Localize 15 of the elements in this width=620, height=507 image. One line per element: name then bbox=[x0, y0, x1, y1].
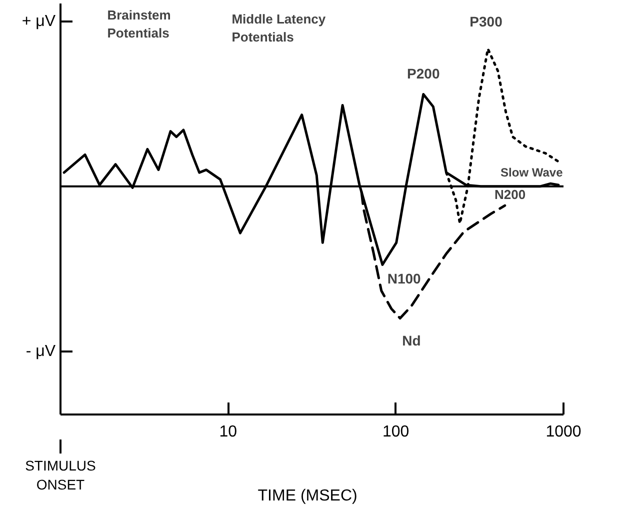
x-axis-title: TIME (MSEC) bbox=[258, 488, 358, 505]
annotation: N200 bbox=[494, 187, 526, 202]
x-tick-label: 100 bbox=[382, 424, 410, 440]
x-tick-label: 1000 bbox=[546, 424, 582, 440]
x-tick-label: 10 bbox=[219, 424, 238, 440]
text: P300 bbox=[470, 13, 503, 30]
text: - μV bbox=[26, 342, 56, 360]
annotation: P200 bbox=[407, 66, 440, 82]
text: + μV bbox=[22, 12, 56, 30]
text: Middle Latency Potentials bbox=[232, 12, 326, 45]
text: Brainstem Potentials bbox=[107, 8, 171, 41]
text: STIMULUS ONSET bbox=[25, 458, 96, 493]
annotation: N100 bbox=[387, 270, 422, 286]
text: Nd bbox=[402, 332, 421, 348]
annotation: Slow Wave bbox=[500, 166, 564, 180]
